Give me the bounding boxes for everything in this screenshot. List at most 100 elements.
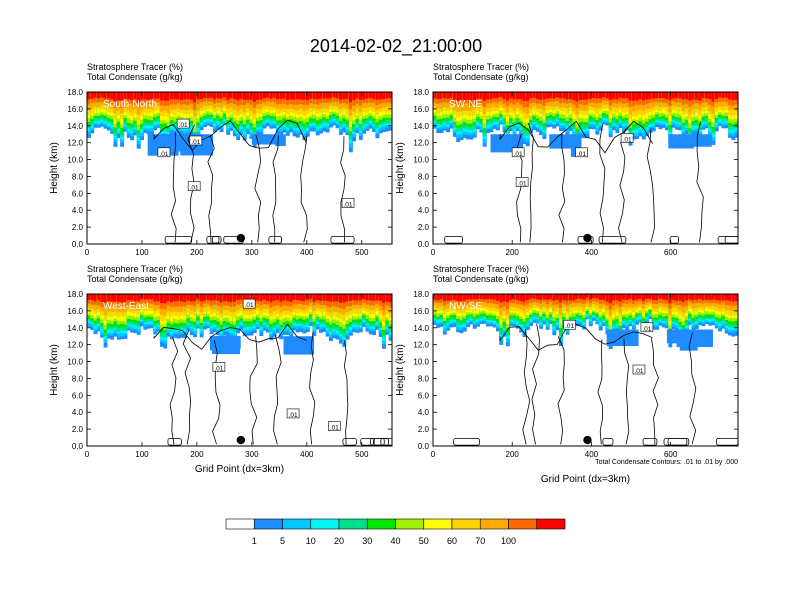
contour-label: .01 — [191, 139, 200, 146]
tracer-cell — [681, 92, 686, 100]
contour-label: .01 — [289, 412, 298, 419]
tracer-cell — [552, 92, 557, 99]
contour-label: .01 — [642, 326, 651, 333]
tracer-cell — [666, 329, 697, 344]
tracer-cell — [446, 92, 451, 99]
tracer-cell — [505, 294, 510, 303]
contour-line — [444, 235, 463, 244]
contour-line — [343, 340, 349, 445]
tracer-cell — [439, 92, 444, 99]
x-axis-label: Grid Point (dx=3km) — [541, 474, 630, 485]
tracer-cell — [305, 294, 310, 300]
panel-header-condensate: Total Condensate (g/kg) — [87, 274, 183, 284]
tracer-cell — [628, 92, 633, 101]
tracer-cell — [365, 92, 370, 99]
tracer-cell — [299, 92, 304, 100]
y-tick-label: 10.0 — [67, 358, 83, 367]
tracer-cell — [558, 294, 563, 303]
tracer-cell — [542, 294, 547, 300]
tracer-cell — [588, 294, 593, 300]
tracer-cell — [688, 92, 693, 101]
panel-header-tracer: Stratosphere Tracer (%) — [87, 264, 183, 274]
tracer-cell — [355, 92, 360, 99]
tracer-cell — [312, 92, 317, 100]
tracer-cell — [522, 92, 527, 101]
tracer-cell — [110, 294, 115, 302]
tracer-cell — [665, 92, 669, 100]
tracer-cell — [648, 294, 653, 299]
tracer-cell — [120, 92, 125, 101]
tracer-cell — [671, 294, 676, 300]
figure-title: 2014-02-02_21:00:00 — [310, 36, 482, 57]
tracer-cell — [269, 92, 274, 99]
contour-line — [696, 121, 704, 243]
tracer-cell — [565, 294, 570, 301]
tracer-cell — [668, 92, 673, 101]
tracer-cell — [542, 92, 547, 100]
contour-line — [272, 135, 279, 243]
tracer-cell — [193, 294, 198, 302]
contour-label: .01 — [190, 185, 199, 192]
tracer-cell — [565, 92, 570, 100]
tracer-cell — [582, 294, 587, 300]
tracer-cell — [186, 92, 191, 100]
tracer-cell — [90, 294, 95, 300]
y-tick-label: 2.0 — [72, 425, 84, 434]
tracer-cell — [242, 294, 247, 302]
tracer-cell — [608, 294, 613, 304]
tracer-cell — [472, 92, 477, 101]
tracer-cell — [348, 294, 353, 301]
tracer-cell — [462, 92, 467, 101]
tracer-cell — [648, 92, 653, 100]
tracer-cell — [87, 294, 91, 300]
contour-line — [300, 135, 308, 243]
tracer-cell — [206, 294, 211, 301]
tracer-cell — [382, 294, 386, 303]
tracer-cell — [262, 92, 267, 99]
panel-nw-se: Stratosphere Tracer (%)Total Condensate … — [395, 264, 739, 459]
tracer-cell — [173, 92, 178, 100]
tracer-cell — [388, 92, 392, 99]
tracer-cell — [575, 92, 580, 102]
tracer-cell — [93, 92, 98, 98]
tracer-cell — [183, 294, 188, 303]
contour-line — [531, 323, 540, 445]
y-tick-label: 0.0 — [418, 442, 430, 451]
colorbar-label: 50 — [419, 536, 429, 546]
y-tick-label: 0.0 — [418, 240, 430, 249]
tracer-cell — [698, 92, 703, 101]
tracer-cell — [222, 294, 227, 302]
colorbar-swatch — [225, 518, 255, 530]
tracer-cell — [539, 294, 544, 301]
tracer-cell — [176, 294, 181, 301]
tracer-cell — [329, 294, 333, 302]
tracer-cell — [638, 92, 643, 100]
tracer-cell — [665, 294, 669, 301]
tracer-cell — [479, 294, 484, 300]
tracer-cell — [449, 92, 454, 98]
x-tick-label: 0 — [85, 450, 90, 459]
y-tick-label: 10.0 — [67, 156, 83, 165]
tracer-cell — [515, 92, 520, 100]
contour-label-box — [286, 408, 300, 419]
tracer-cell — [259, 294, 264, 302]
tracer-cell — [482, 92, 487, 101]
tracer-cell — [502, 92, 507, 100]
location-marker — [236, 435, 246, 445]
panel-header-tracer: Stratosphere Tracer (%) — [87, 62, 183, 72]
tracer-cell — [578, 294, 583, 299]
y-axis-label: Height (km) — [395, 142, 406, 194]
colorbar-label: 1 — [252, 536, 257, 546]
y-tick-label: 14.0 — [67, 324, 83, 333]
contour-line — [716, 438, 738, 446]
tracer-cell — [372, 92, 377, 99]
tracer-cell — [355, 294, 360, 301]
tracer-cell — [319, 294, 323, 301]
contour-line — [249, 336, 258, 445]
x-tick-label: 400 — [585, 248, 599, 257]
tracer-cell — [452, 294, 457, 300]
colorbar-swatch — [310, 518, 340, 530]
panel-header-tracer: Stratosphere Tracer (%) — [433, 62, 529, 72]
tracer-cell — [216, 92, 221, 99]
x-tick-label: 500 — [355, 450, 369, 459]
